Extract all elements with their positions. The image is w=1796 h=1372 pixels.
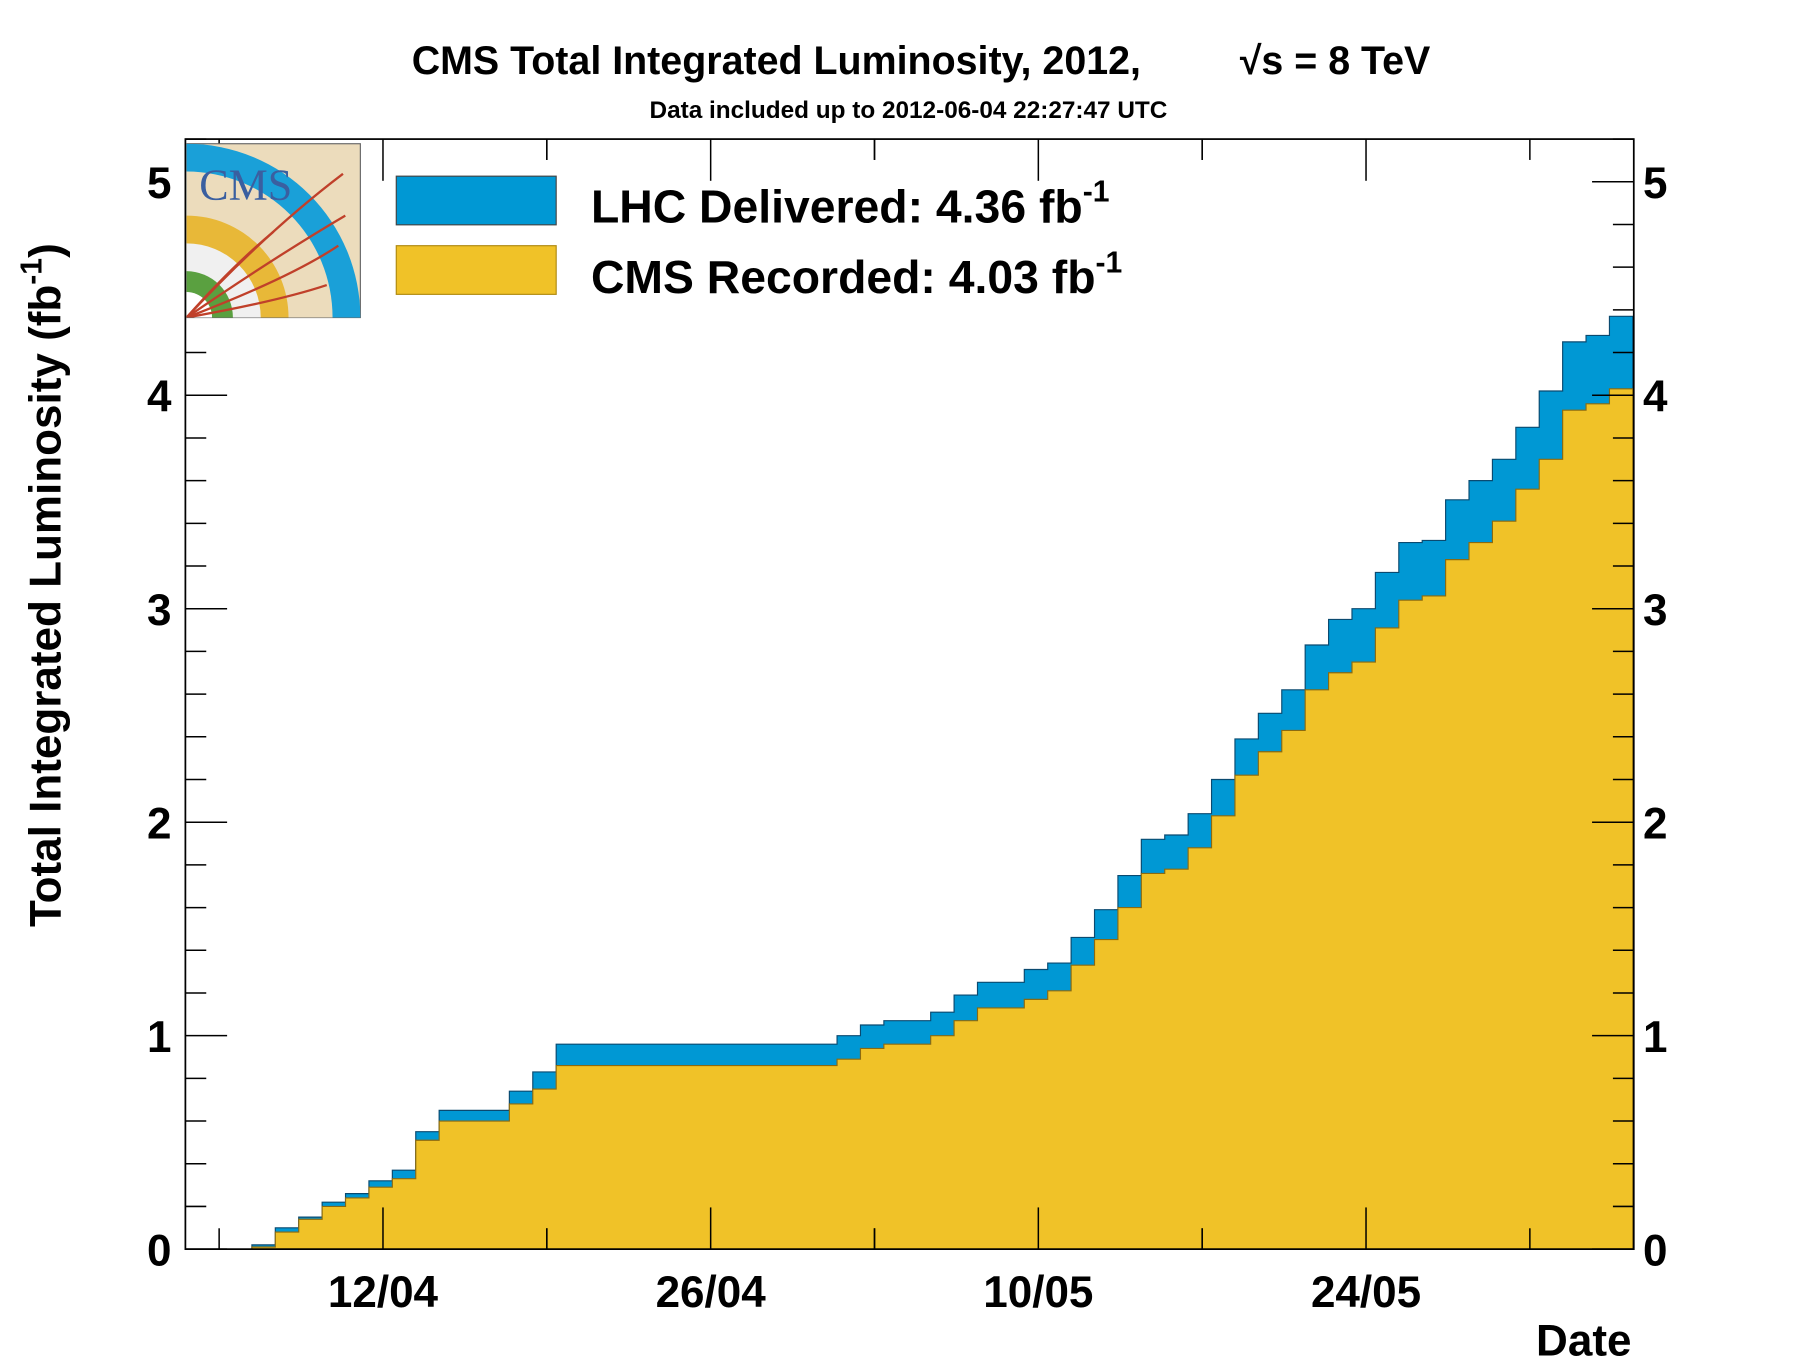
legend-swatch-delivered	[395, 175, 557, 226]
legend-label-delivered: LHC Delivered: 4.36 fb-1	[591, 176, 1110, 233]
chart-title-energy: √s = 8 TeV	[1240, 39, 1431, 83]
legend-label-recorded: CMS Recorded: 4.03 fb-1	[591, 246, 1122, 303]
y-tick-label-right: 3	[1643, 586, 1667, 635]
svg-text:CMS: CMS	[199, 160, 292, 209]
y-tick-label-left: 1	[147, 1013, 171, 1062]
plot-area	[205, 315, 1634, 1250]
legend: LHC Delivered: 4.36 fb-1 CMS Recorded: 4…	[395, 175, 1122, 303]
y-tick-label-left: 3	[147, 586, 171, 635]
y-tick-label-left: 0	[147, 1226, 171, 1275]
y-tick-label-right: 0	[1643, 1226, 1667, 1275]
y-tick-label-left: 5	[147, 159, 171, 208]
x-axis-label: Date	[1536, 1317, 1631, 1366]
y-tick-label-left: 4	[147, 372, 172, 421]
cms-logo: CMS	[185, 143, 361, 319]
x-tick-label: 10/05	[983, 1268, 1093, 1317]
y-tick-label-left: 2	[147, 799, 171, 848]
x-tick-label: 12/04	[328, 1268, 439, 1317]
chart-title: CMS Total Integrated Luminosity, 2012,	[412, 39, 1141, 83]
x-tick-label: 24/05	[1311, 1268, 1421, 1317]
chart-subtitle: Data included up to 2012-06-04 22:27:47 …	[650, 97, 1168, 124]
y-tick-label-right: 4	[1643, 372, 1668, 421]
y-tick-label-right: 1	[1643, 1013, 1667, 1062]
x-tick-label: 26/04	[656, 1268, 767, 1317]
series-recorded-area	[205, 388, 1634, 1250]
y-axis-label: Total Integrated Luminosity (fb-1)	[16, 243, 71, 927]
y-tick-label-right: 2	[1643, 799, 1667, 848]
y-tick-label-right: 5	[1643, 159, 1667, 208]
axis-ticks: 0 0 1 1 2 2 3 3 4 4 5 5 12/04 26/04 10/05 24/05	[147, 138, 1668, 1317]
legend-swatch-recorded	[395, 245, 557, 295]
